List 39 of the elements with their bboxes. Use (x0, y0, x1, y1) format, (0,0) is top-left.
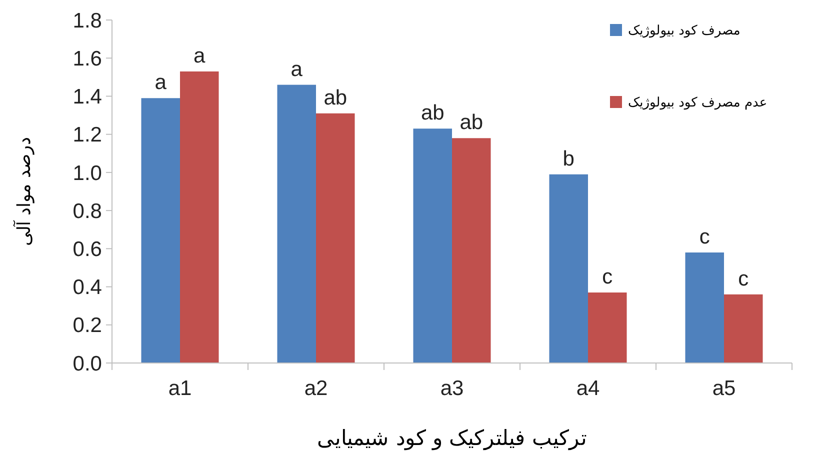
y-tick-label: 1.0 (72, 162, 102, 185)
y-tick-label: 0.0 (72, 352, 102, 376)
bar (685, 252, 724, 363)
x-tick-label: a1 (168, 377, 192, 400)
annotation: c (699, 225, 710, 248)
annotation: ab (420, 102, 444, 125)
annotation: c (738, 267, 749, 290)
y-tick-label: 1.8 (72, 9, 102, 32)
annotation: a (290, 58, 303, 81)
x-axis-title: ترکیب فیلترکیک و کود شیمیایی (317, 426, 587, 451)
y-tick-label: 0.4 (72, 276, 102, 300)
x-tick-label: a5 (712, 377, 736, 400)
bar (588, 292, 627, 363)
y-tick-label: 1.2 (72, 124, 102, 147)
y-tick-label: 0.6 (72, 238, 102, 262)
annotation: c (602, 265, 613, 288)
bar (549, 174, 588, 363)
y-tick-label: 0.2 (72, 314, 102, 338)
bar (141, 98, 180, 363)
annotation: b (562, 147, 574, 170)
x-tick-label: a2 (304, 377, 328, 400)
bar (413, 128, 452, 363)
bar (452, 138, 491, 363)
annotation: ab (324, 86, 348, 110)
y-axis-title: درصد مواد آلی (13, 136, 35, 246)
x-tick-label: a4 (576, 377, 600, 400)
y-tick-label: 1.6 (72, 47, 102, 70)
legend-label: مصرف کود بیولوژیک (628, 24, 740, 39)
annotation: a (194, 44, 206, 68)
bar (277, 84, 316, 363)
annotation: ab (460, 111, 484, 134)
y-tick-label: 0.8 (72, 200, 102, 223)
bar (180, 71, 219, 363)
legend-label: عدم مصرف کود بیولوژیک (628, 96, 768, 111)
annotation: a (154, 71, 167, 94)
x-tick-label: a3 (440, 377, 464, 400)
y-tick-label: 1.4 (72, 86, 102, 109)
bar (724, 294, 763, 363)
bar (316, 113, 355, 363)
